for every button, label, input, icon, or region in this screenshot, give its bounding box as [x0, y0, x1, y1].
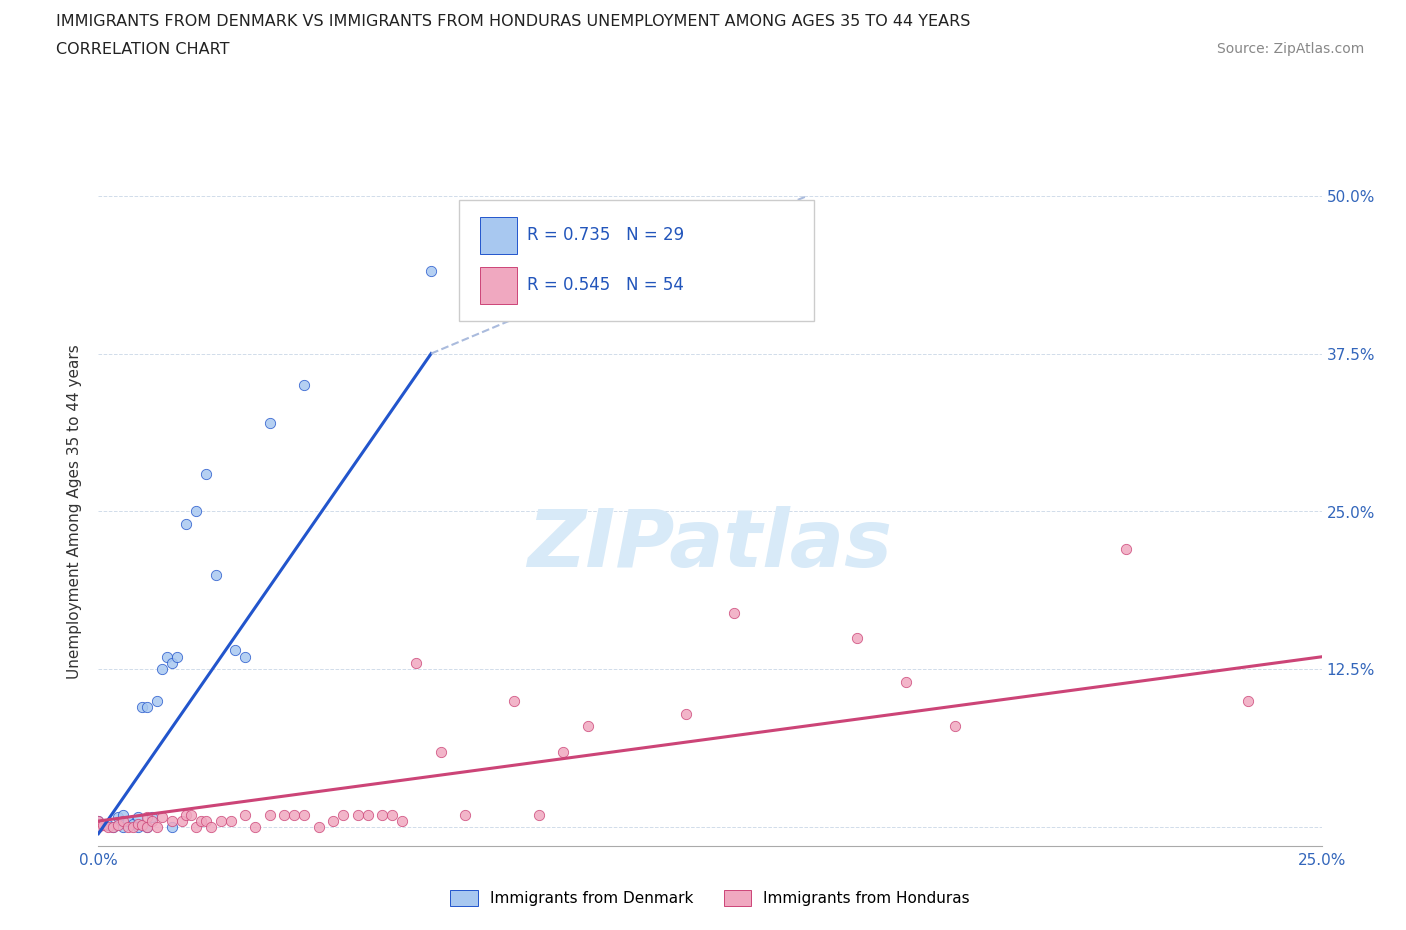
Point	[322, 814, 344, 829]
Point	[308, 820, 330, 835]
Point	[127, 820, 149, 835]
Point	[576, 719, 599, 734]
Point	[405, 656, 427, 671]
Point	[292, 378, 315, 392]
Point	[346, 807, 368, 822]
Point	[176, 807, 198, 822]
Text: R = 0.735   N = 29: R = 0.735 N = 29	[526, 226, 683, 244]
Point	[87, 820, 110, 835]
Text: ZIPatlas: ZIPatlas	[527, 506, 893, 584]
Point	[111, 814, 134, 829]
Point	[97, 817, 120, 832]
Point	[233, 649, 256, 664]
Point	[127, 810, 149, 825]
Text: IMMIGRANTS FROM DENMARK VS IMMIGRANTS FROM HONDURAS UNEMPLOYMENT AMONG AGES 35 T: IMMIGRANTS FROM DENMARK VS IMMIGRANTS FR…	[56, 14, 970, 29]
Point	[156, 649, 179, 664]
Point	[107, 810, 129, 825]
Point	[160, 820, 183, 835]
Point	[209, 814, 232, 829]
Bar	[479, 217, 517, 254]
FancyBboxPatch shape	[460, 200, 814, 321]
Point	[101, 820, 124, 835]
Point	[233, 807, 256, 822]
Point	[146, 694, 169, 709]
Point	[675, 706, 697, 721]
Text: Source: ZipAtlas.com: Source: ZipAtlas.com	[1216, 42, 1364, 56]
Point	[195, 466, 218, 481]
Point	[111, 807, 134, 822]
Point	[87, 814, 110, 829]
Point	[91, 817, 114, 832]
Point	[553, 744, 575, 759]
Point	[136, 700, 159, 715]
Point	[219, 814, 242, 829]
Point	[87, 814, 110, 829]
Point	[117, 820, 139, 835]
Point	[243, 820, 266, 835]
Point	[121, 820, 143, 835]
Point	[131, 700, 153, 715]
Point	[111, 820, 134, 835]
Point	[127, 817, 149, 831]
Text: CORRELATION CHART: CORRELATION CHART	[56, 42, 229, 57]
Point	[186, 820, 208, 835]
Point	[186, 504, 208, 519]
Point	[391, 814, 413, 829]
Point	[503, 694, 526, 709]
Point	[943, 719, 966, 734]
Point	[1115, 542, 1137, 557]
Point	[150, 810, 173, 825]
Y-axis label: Unemployment Among Ages 35 to 44 years: Unemployment Among Ages 35 to 44 years	[67, 344, 83, 679]
Point	[107, 817, 129, 832]
Point	[454, 807, 477, 822]
Point	[420, 264, 443, 279]
Point	[195, 814, 218, 829]
Point	[180, 807, 202, 822]
Point	[136, 820, 159, 835]
Point	[1237, 694, 1260, 709]
Point	[141, 810, 163, 825]
Point	[273, 807, 295, 822]
Point	[136, 820, 159, 835]
Point	[259, 807, 281, 822]
Bar	[479, 267, 517, 304]
Point	[723, 605, 745, 620]
Point	[845, 631, 868, 645]
Point	[101, 820, 124, 835]
Point	[381, 807, 404, 822]
Point	[146, 820, 169, 835]
Point	[131, 817, 153, 832]
Point	[283, 807, 305, 822]
Text: R = 0.545   N = 54: R = 0.545 N = 54	[526, 276, 683, 294]
Point	[176, 517, 198, 532]
Point	[117, 814, 139, 829]
Point	[160, 656, 183, 671]
Point	[160, 814, 183, 829]
Point	[356, 807, 378, 822]
Legend: Immigrants from Denmark, Immigrants from Honduras: Immigrants from Denmark, Immigrants from…	[444, 884, 976, 912]
Point	[371, 807, 394, 822]
Point	[259, 416, 281, 431]
Point	[527, 807, 550, 822]
Point	[894, 674, 917, 689]
Point	[150, 662, 173, 677]
Point	[141, 814, 163, 829]
Point	[200, 820, 222, 835]
Point	[292, 807, 315, 822]
Point	[205, 567, 228, 582]
Point	[224, 643, 246, 658]
Point	[190, 814, 212, 829]
Point	[121, 817, 143, 831]
Point	[166, 649, 188, 664]
Point	[332, 807, 354, 822]
Point	[97, 820, 120, 835]
Point	[430, 744, 453, 759]
Point	[170, 814, 193, 829]
Point	[136, 810, 159, 825]
